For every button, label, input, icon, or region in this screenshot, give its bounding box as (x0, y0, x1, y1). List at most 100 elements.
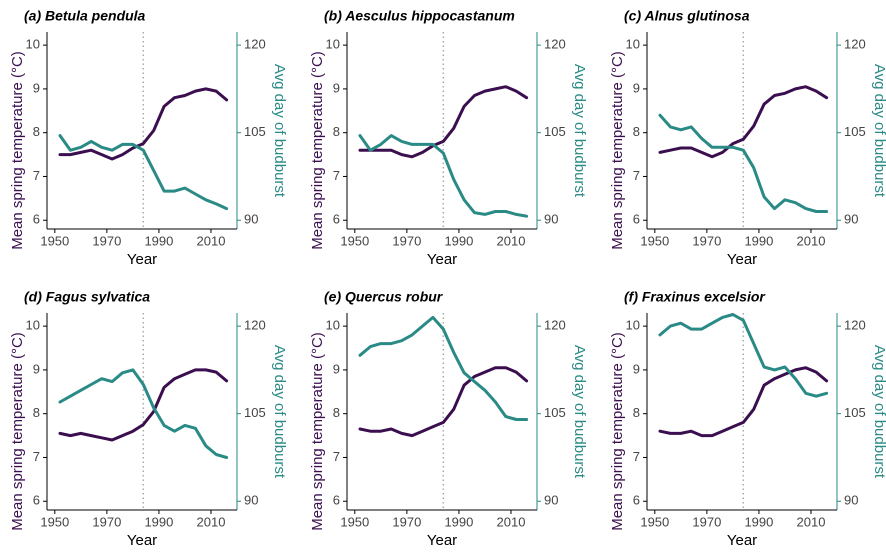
x-tick-label: 1990 (444, 514, 473, 529)
panel: (a) Betula pendula 6 7 8 9 10 90 105 120 1950 1970… (9, 8, 288, 268)
y-tick-label: 6 (333, 493, 340, 508)
y2-tick-label: 120 (244, 37, 266, 52)
y-tick-label: 9 (33, 80, 40, 95)
panel: (c) Alnus glutinosa 6 7 8 9 10 90 105 120 1950 197… (609, 8, 886, 268)
x-axis-label: Year (127, 251, 157, 268)
panel-title: (a) Betula pendula (24, 8, 146, 24)
y2-tick-label: 105 (244, 405, 266, 420)
panel: (b) Aesculus hippocastanum 6 7 8 9 10 90 105 120… (309, 8, 588, 268)
y-tick-label: 9 (333, 80, 340, 95)
y2-tick-label: 120 (844, 37, 866, 52)
x-tick-label: 1970 (92, 233, 121, 248)
x-axis-label: Year (427, 532, 457, 549)
y2-axis-label: Avg day of budburst (571, 345, 588, 479)
y-tick-label: 7 (633, 168, 640, 183)
x-axis-label: Year (727, 251, 757, 268)
y-tick-label: 7 (633, 449, 640, 464)
y-axis-label: Mean spring temperature (°C) (609, 51, 626, 250)
y-tick-label: 7 (33, 168, 40, 183)
y2-tick-label: 105 (244, 124, 266, 139)
series-line (58, 87, 229, 161)
y-axis-label: Mean spring temperature (°C) (9, 51, 26, 250)
y-tick-label: 10 (626, 37, 640, 52)
y-tick-label: 9 (633, 361, 640, 376)
x-tick-label: 1950 (40, 233, 69, 248)
panel: (f) Fraxinus excelsior 6 7 8 9 10 90 105 120 1950… (609, 289, 886, 549)
y2-tick-label: 120 (844, 318, 866, 333)
panel-title: (e) Quercus robur (324, 289, 444, 305)
x-tick-label: 1990 (144, 514, 173, 529)
x-tick-label: 1970 (392, 233, 421, 248)
x-axis-label: Year (727, 532, 757, 549)
y2-tick-label: 105 (844, 124, 866, 139)
panel-title: (c) Alnus glutinosa (624, 8, 750, 24)
y-tick-label: 6 (333, 212, 340, 227)
y-tick-label: 9 (633, 80, 640, 95)
x-tick-label: 1950 (340, 233, 369, 248)
y2-axis-label: Avg day of budburst (571, 64, 588, 198)
y2-axis-label: Avg day of budburst (271, 345, 288, 479)
series-line (58, 134, 229, 211)
x-axis-label: Year (127, 532, 157, 549)
y2-tick-label: 90 (544, 493, 558, 508)
y-axis-label: Mean spring temperature (°C) (309, 51, 326, 250)
y2-tick-label: 90 (244, 212, 258, 227)
x-tick-label: 2010 (197, 233, 226, 248)
y2-tick-label: 120 (244, 318, 266, 333)
y2-tick-label: 105 (544, 124, 566, 139)
x-tick-label: 1990 (444, 233, 473, 248)
y-tick-label: 7 (333, 449, 340, 464)
x-tick-label: 1970 (692, 233, 721, 248)
y-tick-label: 8 (33, 124, 40, 139)
y-tick-label: 9 (333, 361, 340, 376)
x-axis-label: Year (427, 251, 457, 268)
panel-title: (f) Fraxinus excelsior (624, 289, 766, 305)
y-tick-label: 8 (33, 405, 40, 420)
series-line (658, 366, 829, 438)
y2-axis-label: Avg day of budburst (271, 64, 288, 198)
panel: (d) Fagus sylvatica 6 7 8 9 10 90 105 120 1950 197… (9, 289, 288, 549)
y-tick-label: 9 (33, 361, 40, 376)
x-tick-label: 2010 (497, 233, 526, 248)
x-tick-label: 1970 (392, 514, 421, 529)
y-tick-label: 7 (33, 449, 40, 464)
y-axis-label: Mean spring temperature (°C) (9, 332, 26, 531)
y2-tick-label: 90 (844, 493, 858, 508)
series-line (658, 85, 829, 159)
series-line (658, 113, 829, 213)
x-tick-label: 1950 (340, 514, 369, 529)
panel-title: (d) Fagus sylvatica (24, 289, 150, 305)
y2-tick-label: 90 (544, 212, 558, 227)
y-tick-label: 6 (633, 493, 640, 508)
x-tick-label: 1950 (40, 514, 69, 529)
x-tick-label: 1990 (744, 233, 773, 248)
y2-axis-label: Avg day of budburst (871, 64, 886, 198)
y-tick-label: 6 (33, 212, 40, 227)
y2-tick-label: 120 (544, 37, 566, 52)
y2-tick-label: 105 (544, 405, 566, 420)
x-tick-label: 2010 (497, 514, 526, 529)
x-tick-label: 1970 (92, 514, 121, 529)
y-tick-label: 8 (633, 405, 640, 420)
x-tick-label: 1990 (144, 233, 173, 248)
y-tick-label: 10 (26, 37, 40, 52)
x-tick-label: 2010 (797, 233, 826, 248)
y2-axis-label: Avg day of budburst (871, 345, 886, 479)
y2-tick-label: 90 (844, 212, 858, 227)
panel-title: (b) Aesculus hippocastanum (324, 8, 515, 24)
x-tick-label: 1990 (744, 514, 773, 529)
series-line (358, 366, 529, 438)
y-tick-label: 6 (633, 212, 640, 227)
series-line (358, 85, 529, 159)
x-tick-label: 1950 (640, 233, 669, 248)
y-axis-label: Mean spring temperature (°C) (609, 332, 626, 531)
series-line (58, 368, 229, 459)
x-tick-label: 1970 (692, 514, 721, 529)
y-axis-label: Mean spring temperature (°C) (309, 332, 326, 531)
y-tick-label: 8 (333, 405, 340, 420)
y2-tick-label: 120 (544, 318, 566, 333)
y-tick-label: 10 (326, 318, 340, 333)
x-tick-label: 2010 (797, 514, 826, 529)
y-tick-label: 10 (26, 318, 40, 333)
